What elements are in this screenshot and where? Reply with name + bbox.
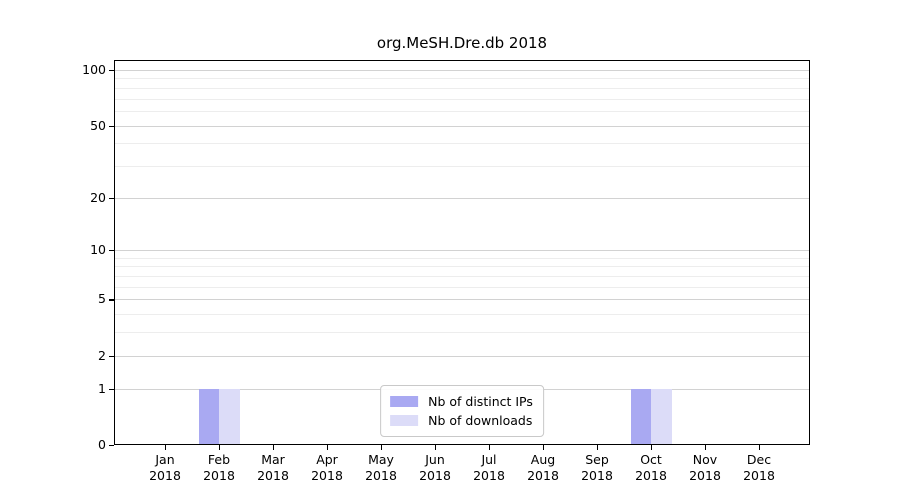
y-tick-mark [109,69,114,72]
chart-title: org.MeSH.Dre.db 2018 [376,34,548,52]
gridline-minor [114,78,810,80]
x-tick-mark [435,445,437,450]
x-tick-mark [327,445,329,450]
x-tick-mark [651,445,653,450]
y-tick-label: 10 [90,242,106,258]
y-tick-mark [109,445,114,447]
x-tick-year-label: 2018 [743,468,775,483]
gridline-major [114,250,810,252]
x-tick-label: Sep 2018 [569,452,625,484]
x-tick-label: Jan 2018 [137,452,193,484]
x-tick-month-label: Oct [640,452,662,467]
plot-area: Nb of distinct IPs Nb of downloads [114,60,810,445]
legend-label-downloads: Nb of downloads [428,413,533,428]
x-tick-year-label: 2018 [581,468,613,483]
gridline-minor [114,314,810,316]
x-tick-label: Aug 2018 [515,452,571,484]
y-tick-label: 1 [98,380,106,396]
y-tick-label: 100 [82,61,106,77]
x-tick-label: Jun 2018 [407,452,463,484]
x-tick-mark [165,445,167,450]
x-tick-month-label: Apr [316,452,338,467]
gridline-minor [114,143,810,145]
x-tick-year-label: 2018 [689,468,721,483]
x-tick-month-label: Mar [261,452,285,467]
y-tick-mark [109,250,114,252]
y-tick-mark [109,197,114,199]
x-tick-month-label: Feb [207,452,231,467]
gridline-minor [114,276,810,278]
gridline-major [114,299,810,301]
y-tick-label: 20 [90,189,106,205]
x-tick-label: Oct 2018 [623,452,679,484]
legend: Nb of distinct IPs Nb of downloads [380,385,544,437]
x-tick-label: Nov 2018 [677,452,733,484]
bar-distinct-ips [198,388,219,445]
x-tick-year-label: 2018 [311,468,343,483]
gridline-major [114,355,810,357]
gridline-minor [114,286,810,288]
x-tick-label: Dec 2018 [731,452,787,484]
bar-distinct-ips [630,388,651,445]
x-tick-month-label: Jul [481,452,497,467]
y-tick-mark [109,388,114,390]
legend-label-distinct-ips: Nb of distinct IPs [428,394,533,409]
x-tick-month-label: Sep [585,452,609,467]
gridline-minor [114,165,810,167]
x-tick-year-label: 2018 [149,468,181,483]
x-tick-mark [759,445,761,450]
x-tick-year-label: 2018 [203,468,235,483]
y-tick-label: 2 [98,347,106,363]
y-tick-label: 50 [90,117,106,133]
x-tick-mark [381,445,383,450]
gridline-minor [114,257,810,259]
x-tick-mark [543,445,545,450]
gridline-minor [114,332,810,334]
gridline-minor [114,98,810,100]
y-tick-label: 0 [98,437,106,452]
x-tick-year-label: 2018 [365,468,397,483]
x-tick-month-label: Jun [425,452,445,467]
bar-downloads [651,388,672,445]
x-tick-mark [705,445,707,450]
legend-entry-distinct-ips: Nb of distinct IPs [390,392,533,411]
gridline-minor [114,87,810,89]
legend-entry-downloads: Nb of downloads [390,411,533,430]
x-tick-year-label: 2018 [257,468,289,483]
x-tick-label: Feb 2018 [191,452,247,484]
gridline-minor [114,266,810,268]
y-tick-mark [109,355,114,358]
x-tick-month-label: Aug [530,452,556,467]
x-tick-year-label: 2018 [419,468,451,483]
x-tick-mark [273,445,275,450]
x-tick-month-label: Jan [155,452,175,467]
y-tick-mark [109,125,114,127]
y-tick-mark [109,299,114,301]
x-tick-month-label: Dec [746,452,772,467]
x-tick-mark [489,445,491,450]
x-tick-month-label: May [368,452,394,467]
downloads-swatch-icon [390,415,419,426]
x-tick-label: Mar 2018 [245,452,301,484]
x-tick-month-label: Nov [692,452,718,467]
x-tick-label: May 2018 [353,452,409,484]
x-tick-year-label: 2018 [473,468,505,483]
x-tick-mark [597,445,599,450]
gridline-major [114,197,810,199]
x-tick-label: Jul 2018 [461,452,517,484]
bar-downloads [219,388,240,445]
gridline-minor [114,110,810,112]
x-tick-year-label: 2018 [527,468,559,483]
distinct-ips-swatch-icon [390,396,419,407]
y-tick-label: 5 [98,291,106,307]
gridline-major [114,69,810,71]
x-tick-label: Apr 2018 [299,452,355,484]
x-tick-mark [219,445,221,450]
x-tick-year-label: 2018 [635,468,667,483]
gridline-major [114,125,810,127]
